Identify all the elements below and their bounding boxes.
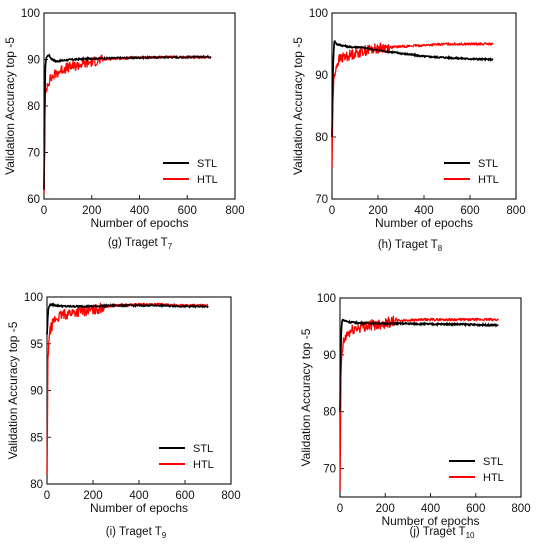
series-line-stl <box>46 303 209 335</box>
x-tick-label: 0 <box>329 205 335 217</box>
y-axis-label: Validation Accuracy top -5 <box>299 328 313 466</box>
y-axis-label: Validation Accuracy top -5 <box>3 37 17 175</box>
legend-label-htl: HTL <box>483 472 504 484</box>
chart-panel-2: 0 200 400 600 800 70 80 90 100 Number of epochs Va… <box>291 8 526 253</box>
chart-panel-4: 0 200 400 600 800 70 80 90 100 Number of epochs Va… <box>299 293 531 540</box>
x-tick-label: 400 <box>129 490 148 502</box>
series-line-stl-overlay <box>331 39 494 138</box>
series-line-stl-overlay <box>339 319 499 412</box>
y-tick-label: 80 <box>27 101 40 113</box>
series-line-htl <box>331 42 494 169</box>
y-tick-label: 70 <box>323 464 336 476</box>
y-tick-label: 100 <box>24 292 43 304</box>
x-tick-label: 600 <box>175 490 194 502</box>
x-tick-label: 800 <box>506 205 525 217</box>
panel-caption: (h) Traget T8 <box>378 239 443 253</box>
x-axis-label: Number of epochs <box>90 501 188 515</box>
x-tick-label: 600 <box>178 205 197 217</box>
x-axis-label: Number of epochs <box>90 216 188 230</box>
series-line-htl <box>339 315 499 492</box>
x-tick-label: 800 <box>225 205 244 217</box>
x-tick-label: 400 <box>130 205 149 217</box>
chart-panel-3: 0 200 400 600 800 80 85 90 95 100 Number of epochs… <box>6 292 241 540</box>
legend-label-stl: STL <box>483 456 503 468</box>
y-tick-label: 80 <box>323 407 336 419</box>
series-line-stl <box>43 54 212 190</box>
series-line-htl <box>43 54 212 195</box>
plot-frame <box>46 296 232 485</box>
x-tick-label: 0 <box>44 490 50 502</box>
x-tick-label: 200 <box>368 205 387 217</box>
y-tick-label: 100 <box>317 293 336 305</box>
y-tick-label: 80 <box>315 132 328 144</box>
legend-label-stl: STL <box>478 158 498 170</box>
panel-caption: (j) Traget T10 <box>410 526 475 540</box>
y-tick-label: 90 <box>323 350 336 362</box>
x-tick-label: 0 <box>41 205 47 217</box>
y-tick-label: 90 <box>27 55 40 67</box>
y-tick-label: 85 <box>30 432 43 444</box>
y-tick-label: 60 <box>27 194 40 206</box>
x-tick-label: 200 <box>376 503 395 515</box>
x-tick-label: 0 <box>337 503 343 515</box>
y-tick-label: 70 <box>27 148 40 160</box>
x-axis-label: Number of epochs <box>375 216 473 230</box>
y-tick-label: 80 <box>30 479 43 491</box>
x-tick-label: 800 <box>221 490 240 502</box>
x-tick-label: 600 <box>466 503 485 515</box>
x-tick-label: 200 <box>83 490 102 502</box>
x-tick-label: 400 <box>421 503 440 515</box>
y-axis-label: Validation Accuracy top -5 <box>291 37 305 175</box>
y-axis-label: Validation Accuracy top -5 <box>6 321 20 459</box>
plot-frame <box>331 12 517 200</box>
y-tick-label: 100 <box>21 8 40 20</box>
series-line-stl-overlay <box>43 53 212 190</box>
x-tick-label: 800 <box>511 503 530 515</box>
y-tick-label: 100 <box>309 8 328 20</box>
y-tick-label: 90 <box>315 70 328 82</box>
series-line-stl <box>339 318 499 412</box>
legend-label-htl: HTL <box>197 174 218 186</box>
x-tick-label: 600 <box>460 205 479 217</box>
legend-label-htl: HTL <box>193 459 214 471</box>
legend-label-stl: STL <box>197 158 217 170</box>
chart-panel-1: 0 200 400 600 800 60 70 80 90 100 Number of epochs… <box>3 8 245 251</box>
legend-label-htl: HTL <box>478 174 499 186</box>
x-axis-label: Number of epochs <box>381 514 479 528</box>
panel-caption: (g) Traget T7 <box>108 237 173 251</box>
series-line-stl-overlay <box>46 302 209 335</box>
panel-caption: (i) Traget T9 <box>106 526 167 540</box>
legend-label-stl: STL <box>193 443 213 455</box>
x-tick-label: 400 <box>414 205 433 217</box>
y-tick-label: 95 <box>30 339 43 351</box>
x-tick-label: 200 <box>82 205 101 217</box>
plot-frame <box>43 12 236 200</box>
y-tick-label: 70 <box>315 194 328 206</box>
y-tick-label: 90 <box>30 386 43 398</box>
